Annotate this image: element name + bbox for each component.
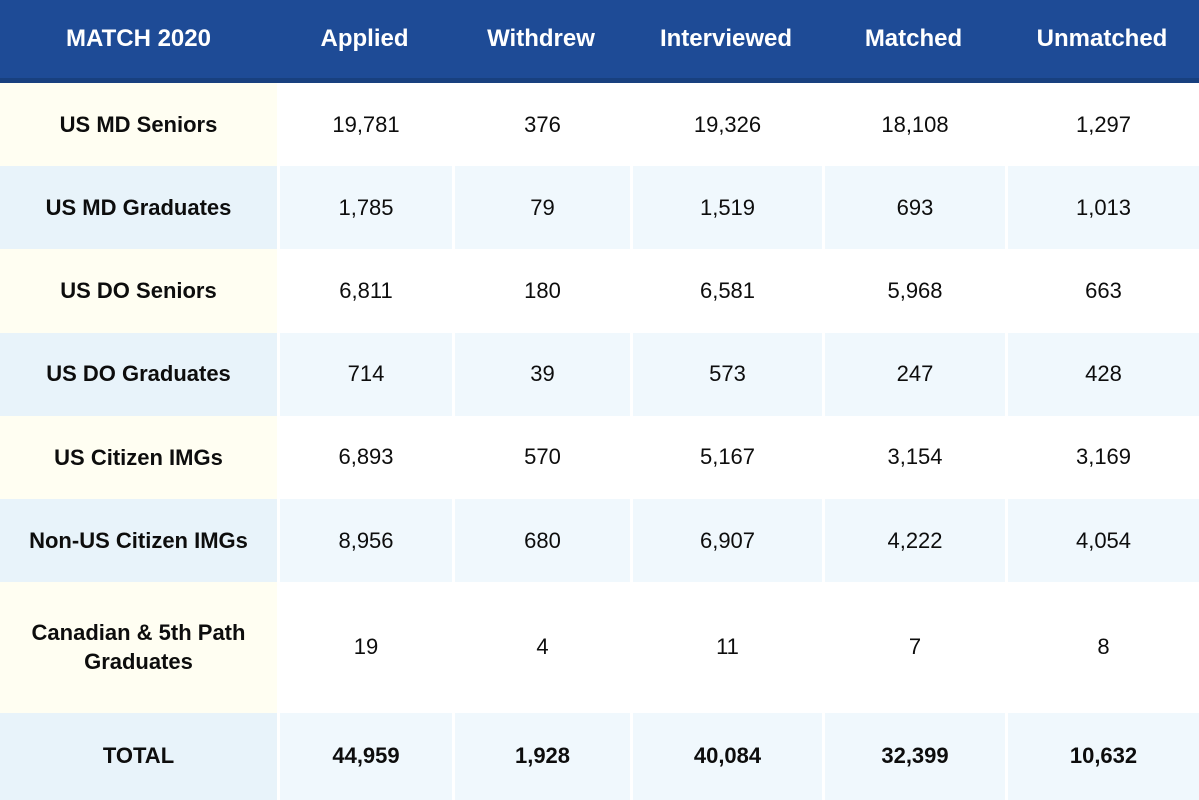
cell-value: 79 xyxy=(452,166,630,250)
cell-value: 1,785 xyxy=(277,166,452,250)
cell-value: 5,167 xyxy=(630,415,822,500)
cell-value: 6,581 xyxy=(630,249,822,333)
cell-value: 693 xyxy=(822,166,1005,250)
cell-value: 18,108 xyxy=(822,83,1005,167)
table-row: US MD Seniors 19,781 376 19,326 18,108 1,297 xyxy=(0,83,1199,167)
cell-value: 6,811 xyxy=(277,249,452,333)
row-label: US DO Graduates xyxy=(0,332,277,416)
cell-value: 4 xyxy=(452,582,630,713)
header-row: MATCH 2020 Applied Withdrew Interviewed … xyxy=(0,0,1199,83)
cell-value: 714 xyxy=(277,332,452,416)
cell-value: 39 xyxy=(452,332,630,416)
row-label: US Citizen IMGs xyxy=(0,415,277,500)
table-header: MATCH 2020 Applied Withdrew Interviewed … xyxy=(0,0,1199,83)
cell-value: 180 xyxy=(452,249,630,333)
cell-value: 663 xyxy=(1005,249,1199,333)
table-row: US Citizen IMGs 6,893 570 5,167 3,154 3,169 xyxy=(0,415,1199,500)
cell-value: 3,169 xyxy=(1005,415,1199,500)
cell-value: 8 xyxy=(1005,582,1199,713)
cell-value: 32,399 xyxy=(822,712,1005,800)
cell-value: 19,326 xyxy=(630,83,822,167)
row-label: Non-US Citizen IMGs xyxy=(0,499,277,583)
cell-value: 7 xyxy=(822,582,1005,713)
table-row: US MD Graduates 1,785 79 1,519 693 1,013 xyxy=(0,166,1199,250)
cell-value: 1,297 xyxy=(1005,83,1199,167)
table-row: Canadian & 5th Path Graduates 19 4 11 7 8 xyxy=(0,582,1199,713)
row-label: Canadian & 5th Path Graduates xyxy=(0,582,277,713)
row-label: TOTAL xyxy=(0,712,277,800)
cell-value: 10,632 xyxy=(1005,712,1199,800)
cell-value: 1,928 xyxy=(452,712,630,800)
cell-value: 428 xyxy=(1005,332,1199,416)
table-row: US DO Seniors 6,811 180 6,581 5,968 663 xyxy=(0,249,1199,333)
column-header-withdrew: Withdrew xyxy=(452,0,630,83)
table-row-total: TOTAL 44,959 1,928 40,084 32,399 10,632 xyxy=(0,712,1199,800)
cell-value: 570 xyxy=(452,415,630,500)
column-header-applied: Applied xyxy=(277,0,452,83)
cell-value: 5,968 xyxy=(822,249,1005,333)
cell-value: 11 xyxy=(630,582,822,713)
row-label: US MD Graduates xyxy=(0,166,277,250)
table-body: US MD Seniors 19,781 376 19,326 18,108 1,297 U… xyxy=(0,83,1199,800)
cell-value: 1,013 xyxy=(1005,166,1199,250)
cell-value: 4,222 xyxy=(822,499,1005,583)
column-header-matched: Matched xyxy=(822,0,1005,83)
cell-value: 573 xyxy=(630,332,822,416)
column-header-interviewed: Interviewed xyxy=(630,0,822,83)
cell-value: 376 xyxy=(452,83,630,167)
row-label: US DO Seniors xyxy=(0,249,277,333)
cell-value: 8,956 xyxy=(277,499,452,583)
row-label: US MD Seniors xyxy=(0,83,277,167)
cell-value: 6,893 xyxy=(277,415,452,500)
cell-value: 44,959 xyxy=(277,712,452,800)
cell-value: 3,154 xyxy=(822,415,1005,500)
cell-value: 40,084 xyxy=(630,712,822,800)
column-header-unmatched: Unmatched xyxy=(1005,0,1199,83)
cell-value: 6,907 xyxy=(630,499,822,583)
cell-value: 680 xyxy=(452,499,630,583)
table-row: US DO Graduates 714 39 573 247 428 xyxy=(0,332,1199,416)
table-title: MATCH 2020 xyxy=(0,0,277,83)
cell-value: 19,781 xyxy=(277,83,452,167)
table-row: Non-US Citizen IMGs 8,956 680 6,907 4,222 4,0… xyxy=(0,499,1199,583)
cell-value: 1,519 xyxy=(630,166,822,250)
cell-value: 4,054 xyxy=(1005,499,1199,583)
cell-value: 19 xyxy=(277,582,452,713)
cell-value: 247 xyxy=(822,332,1005,416)
